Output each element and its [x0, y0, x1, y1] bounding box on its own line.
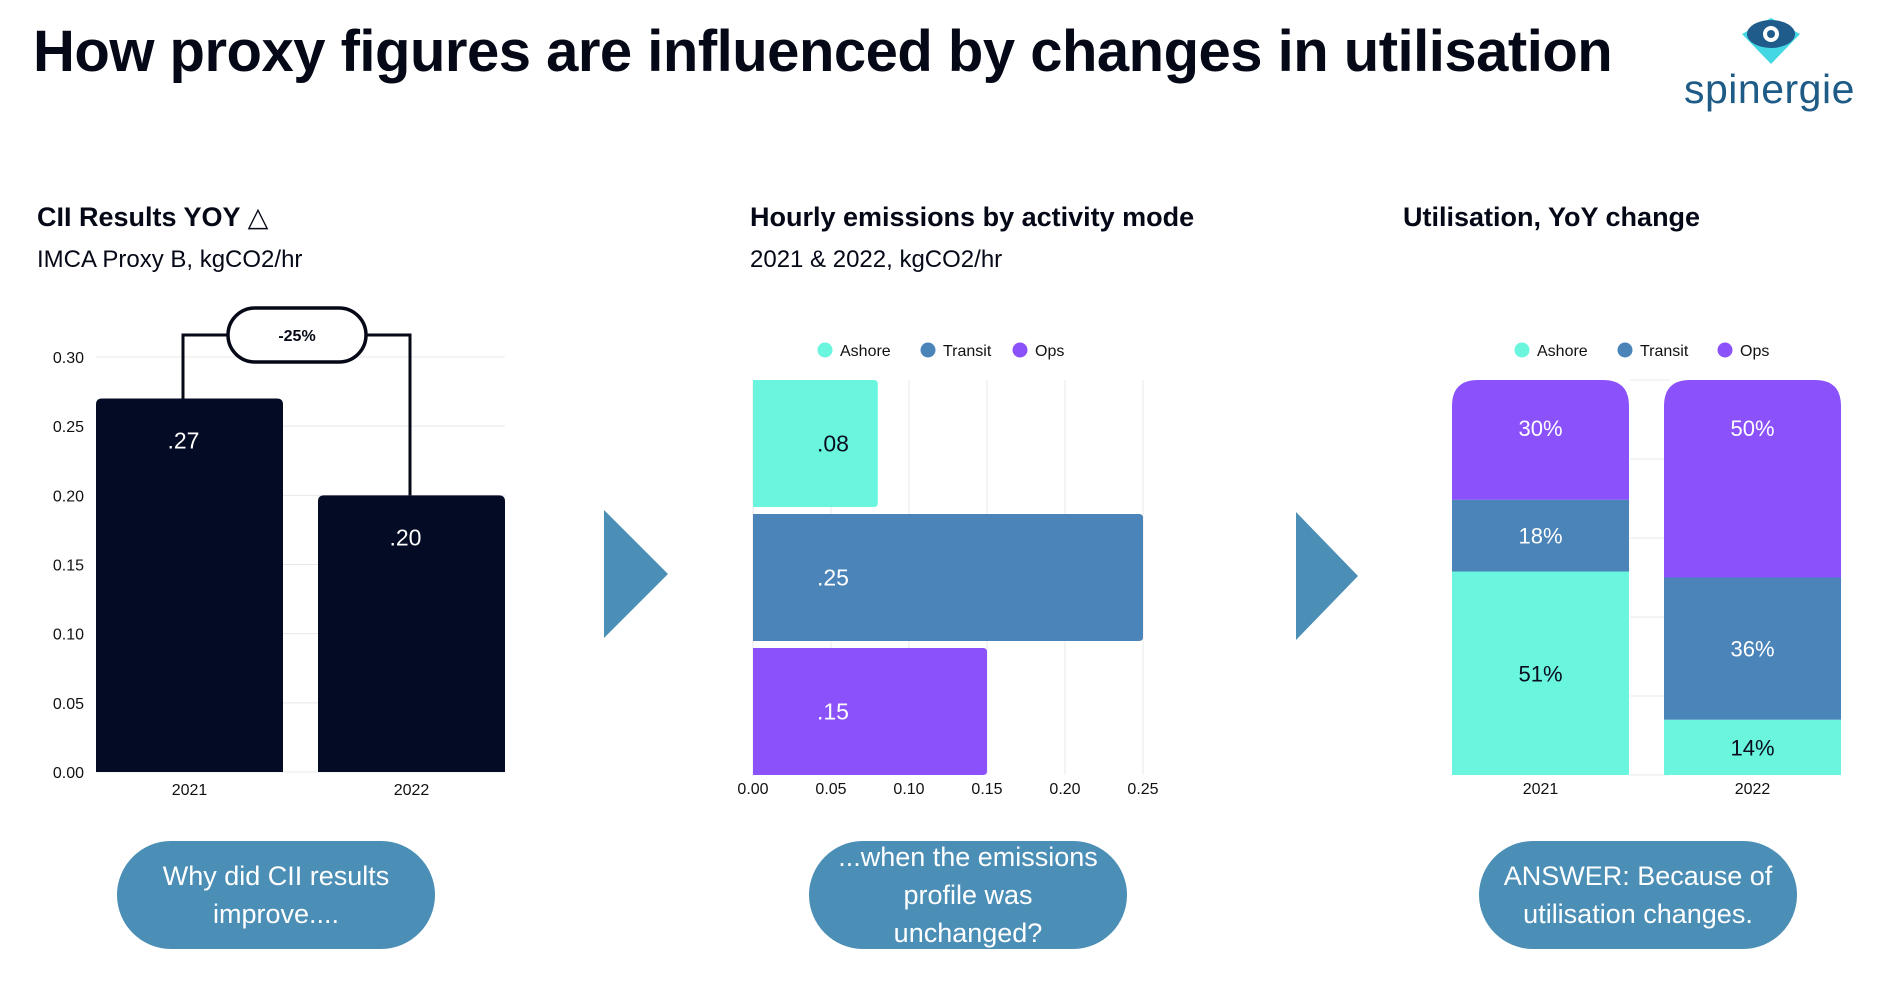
y-tick-label: 0.05	[53, 696, 84, 713]
legend-swatch	[1012, 342, 1028, 358]
panel-1-subtitle: IMCA Proxy B, kgCO2/hr	[37, 246, 303, 273]
y-tick-label: 0.25	[53, 419, 84, 436]
x-tick-label: 2021	[172, 782, 208, 799]
legend-swatch	[817, 342, 833, 358]
bar	[753, 648, 987, 775]
bar	[753, 514, 1143, 641]
y-tick-label: 0.00	[53, 765, 84, 782]
x-tick-label: 0.05	[815, 781, 846, 798]
data-label: .15	[817, 699, 849, 725]
data-label: .08	[817, 431, 849, 457]
data-label: 30%	[1518, 416, 1562, 441]
legend-swatch	[1514, 342, 1530, 358]
data-label: 14%	[1730, 735, 1774, 760]
arrow-right-icon	[604, 510, 668, 638]
utilisation-chart: Ashore Transit Ops 51% 18% 30% 2021 14% 36% 50% 20…	[1452, 342, 1841, 798]
stacked-bar-segment	[1664, 380, 1841, 578]
x-tick-label: 0.00	[737, 781, 768, 798]
panel-1-title: CII Results YOY △	[37, 202, 269, 232]
y-tick-label: 0.15	[53, 558, 84, 575]
eye-icon	[1742, 18, 1800, 64]
annotation-label: -25%	[278, 328, 315, 345]
data-label: .27	[168, 428, 200, 454]
data-label: 18%	[1518, 524, 1562, 549]
legend-label: Ops	[1035, 343, 1064, 360]
legend-swatch	[1717, 342, 1733, 358]
arrow-right-icon	[1296, 512, 1358, 640]
hourly-emissions-chart: 0.00 0.05 0.10 0.15 0.20 0.25 Ashore Transit Ops…	[737, 342, 1159, 798]
x-tick-label: 2022	[394, 782, 430, 799]
x-tick-label: 0.10	[893, 781, 924, 798]
stacked-bar-segment	[1452, 380, 1629, 500]
legend-swatch	[1617, 342, 1633, 358]
data-label: 51%	[1518, 661, 1562, 686]
bar	[96, 398, 283, 772]
data-label: .25	[817, 565, 849, 591]
legend-label: Ops	[1740, 343, 1769, 360]
annotation-badge	[226, 306, 368, 364]
x-tick-label: 2022	[1735, 781, 1771, 798]
logo-text: spinergie	[1684, 66, 1855, 112]
stacked-bar-segment	[1452, 571, 1629, 775]
caption-pill-2: ...when the emissions profile was unchan…	[809, 841, 1127, 949]
data-label: 50%	[1730, 416, 1774, 441]
bar	[318, 495, 505, 772]
page-title: How proxy figures are influenced by chan…	[33, 19, 1613, 84]
y-tick-label: 0.20	[53, 488, 84, 505]
legend-swatch	[920, 342, 936, 358]
spinergie-logo: spinergie	[1680, 14, 1870, 114]
x-tick-label: 2021	[1523, 781, 1559, 798]
x-tick-label: 0.15	[971, 781, 1002, 798]
bar	[753, 380, 878, 507]
caption-pill-3: ANSWER: Because of utilisation changes.	[1479, 841, 1797, 949]
panel-2-title: Hourly emissions by activity mode	[750, 202, 1195, 232]
stacked-bar-segment	[1664, 719, 1841, 775]
caption-pill-1: Why did CII results improve....	[117, 841, 435, 949]
y-tick-label: 0.10	[53, 627, 84, 644]
legend-label: Transit	[943, 343, 992, 360]
cii-results-chart: 0.00 0.05 0.10 0.15 0.20 0.25 0.30 .27 2021 .20 20…	[53, 306, 505, 799]
data-label: 36%	[1730, 637, 1774, 662]
legend-label: Ashore	[840, 343, 891, 360]
data-label: .20	[390, 524, 422, 550]
panel-3-title: Utilisation, YoY change	[1403, 202, 1701, 232]
x-tick-label: 0.20	[1049, 781, 1080, 798]
legend-label: Transit	[1640, 343, 1689, 360]
stacked-bar-segment	[1452, 499, 1629, 572]
legend-label: Ashore	[1537, 343, 1588, 360]
panel-2-subtitle: 2021 & 2022, kgCO2/hr	[750, 246, 1003, 273]
x-tick-label: 0.25	[1127, 781, 1158, 798]
stacked-bar-segment	[1664, 577, 1841, 720]
y-tick-label: 0.30	[53, 350, 84, 367]
